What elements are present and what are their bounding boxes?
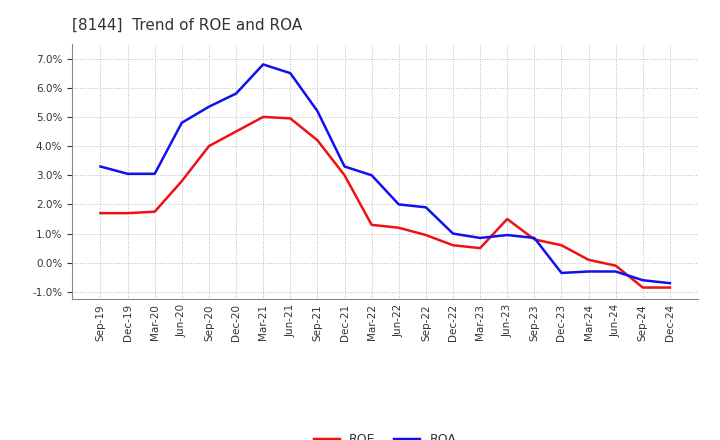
ROA [341,164,349,169]
ROE [584,257,593,263]
Text: [8144]  Trend of ROE and ROA: [8144] Trend of ROE and ROA [72,18,302,33]
ROA [232,91,240,96]
ROE [286,116,294,121]
ROE [665,285,674,290]
ROE [341,172,349,178]
ROA [286,70,294,76]
ROA [639,278,647,283]
ROE [150,209,159,214]
ROE [178,179,186,184]
ROE [395,225,403,231]
ROA [313,108,322,114]
ROE [476,246,485,251]
ROA [123,171,132,176]
ROA [557,270,566,275]
ROE [611,263,620,268]
ROE [204,143,213,149]
ROA [395,202,403,207]
ROA [584,269,593,274]
ROE [232,129,240,134]
ROE [449,242,457,248]
ROE [123,210,132,216]
ROA [259,62,268,67]
Line: ROE: ROE [101,117,670,287]
ROE [530,237,539,242]
Legend: ROE, ROA: ROE, ROA [309,428,462,440]
ROA [449,231,457,236]
ROE [421,232,430,238]
ROE [367,222,376,227]
ROE [96,210,105,216]
ROA [150,171,159,176]
ROE [259,114,268,120]
ROA [530,235,539,241]
Line: ROA: ROA [101,64,670,283]
ROA [367,172,376,178]
ROE [639,285,647,290]
ROA [421,205,430,210]
ROE [503,216,511,222]
ROA [178,120,186,125]
ROE [313,138,322,143]
ROA [96,164,105,169]
ROA [204,104,213,110]
ROA [611,269,620,274]
ROA [476,235,485,241]
ROE [557,242,566,248]
ROA [665,281,674,286]
ROA [503,232,511,238]
